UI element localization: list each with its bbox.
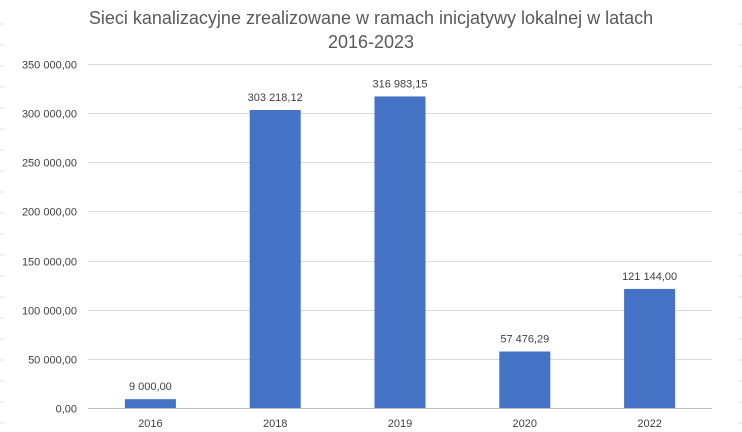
data-label: 316 983,15 (372, 78, 427, 90)
y-tick-label: 0,00 (56, 404, 77, 416)
x-tick-label: 2016 (138, 418, 162, 430)
data-label: 57 476,29 (500, 334, 549, 346)
data-label: 121 144,00 (622, 271, 677, 283)
bar-2020 (499, 351, 551, 408)
y-tick-label: 50 000,00 (28, 355, 77, 367)
bar-2022 (624, 288, 676, 408)
x-tick-label: 2019 (388, 418, 412, 430)
x-tick-label: 2020 (513, 418, 537, 430)
x-tick-label: 2022 (637, 418, 661, 430)
chart-title: Sieci kanalizacyjne zrealizowane w ramac… (0, 6, 742, 54)
data-label: 9 000,00 (129, 381, 172, 393)
y-tick-label: 150 000,00 (22, 257, 77, 269)
chart-title-line-1: Sieci kanalizacyjne zrealizowane w ramac… (88, 8, 654, 28)
y-tick-label: 350 000,00 (22, 60, 77, 72)
x-tick-label: 2018 (263, 418, 287, 430)
data-label: 303 218,12 (248, 92, 303, 104)
bar-2019 (374, 96, 426, 409)
bar-2018 (249, 109, 301, 408)
y-tick-label: 200 000,00 (22, 207, 77, 219)
y-tick-label: 100 000,00 (22, 306, 77, 318)
chart-title-line-2: 2016-2023 (327, 32, 415, 52)
bar-2016 (124, 399, 176, 408)
y-tick-label: 300 000,00 (22, 109, 77, 121)
y-tick-label: 250 000,00 (22, 158, 77, 170)
